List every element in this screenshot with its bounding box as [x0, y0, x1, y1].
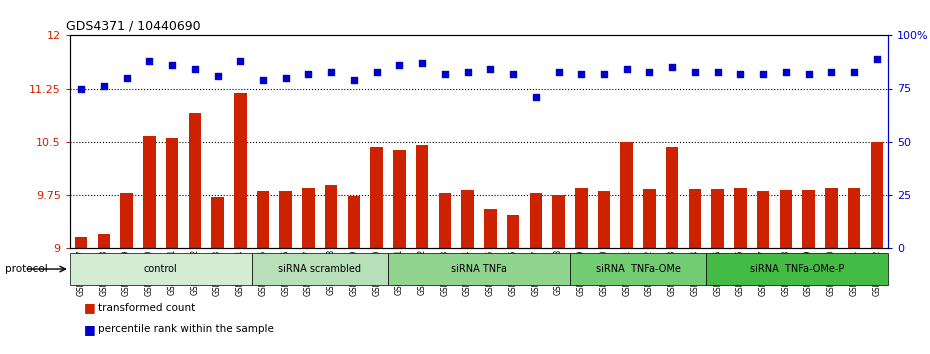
Bar — [620, 142, 633, 248]
Bar — [779, 190, 792, 248]
Point — [870, 56, 884, 62]
Point — [369, 69, 384, 74]
Text: ■: ■ — [84, 302, 96, 314]
Bar — [393, 150, 405, 248]
Bar — [279, 191, 292, 248]
Bar — [388, 253, 570, 285]
Text: GDS4371 / 10440690: GDS4371 / 10440690 — [66, 20, 200, 33]
Point — [142, 58, 157, 64]
Point — [460, 69, 475, 74]
Bar — [644, 189, 656, 248]
Bar — [234, 93, 246, 248]
Bar — [598, 191, 610, 248]
Bar — [439, 193, 451, 248]
Point — [232, 58, 247, 64]
Point — [801, 71, 816, 76]
Bar — [120, 193, 133, 248]
Point — [165, 62, 179, 68]
Point — [437, 71, 452, 76]
Text: siRNA TNFa: siRNA TNFa — [451, 264, 507, 274]
Point — [210, 73, 225, 79]
Bar — [803, 190, 815, 248]
Point — [756, 71, 771, 76]
Bar — [257, 191, 269, 248]
Point — [97, 84, 112, 89]
Point — [256, 77, 271, 83]
Point — [301, 71, 316, 76]
Point — [711, 69, 725, 74]
Bar — [825, 188, 838, 248]
Point — [187, 67, 202, 72]
Text: siRNA  TNFa-OMe-P: siRNA TNFa-OMe-P — [750, 264, 844, 274]
Point — [665, 64, 680, 70]
Bar — [211, 197, 224, 248]
Point — [528, 94, 543, 100]
Bar — [70, 253, 252, 285]
Point — [347, 77, 362, 83]
Bar — [143, 136, 155, 248]
Point — [619, 67, 634, 72]
Text: control: control — [144, 264, 178, 274]
Bar — [734, 188, 747, 248]
Point — [506, 71, 521, 76]
Point — [392, 62, 406, 68]
Bar — [484, 209, 497, 248]
Bar — [370, 147, 383, 248]
Bar — [848, 188, 860, 248]
Bar — [570, 253, 706, 285]
Bar — [166, 138, 179, 248]
Bar — [711, 189, 724, 248]
Bar — [325, 185, 338, 248]
Text: siRNA scrambled: siRNA scrambled — [278, 264, 362, 274]
Text: transformed count: transformed count — [98, 303, 195, 313]
Bar — [575, 188, 588, 248]
Point — [642, 69, 657, 74]
Point — [415, 60, 430, 66]
Point — [846, 69, 861, 74]
Point — [324, 69, 339, 74]
Bar — [552, 195, 565, 248]
Text: protocol: protocol — [5, 264, 47, 274]
Point — [278, 75, 293, 81]
Bar — [74, 237, 87, 248]
Bar — [870, 142, 883, 248]
Bar — [529, 193, 542, 248]
Bar — [706, 253, 888, 285]
Bar — [189, 113, 201, 248]
Bar — [348, 196, 360, 248]
Point — [733, 71, 748, 76]
Point — [824, 69, 839, 74]
Bar — [666, 147, 678, 248]
Text: percentile rank within the sample: percentile rank within the sample — [98, 324, 273, 334]
Bar — [302, 188, 314, 248]
Bar — [252, 253, 388, 285]
Point — [596, 71, 611, 76]
Point — [687, 69, 702, 74]
Bar — [757, 191, 769, 248]
Text: ■: ■ — [84, 323, 96, 336]
Bar — [416, 145, 429, 248]
Point — [119, 75, 134, 81]
Bar — [688, 189, 701, 248]
Bar — [461, 190, 473, 248]
Bar — [98, 234, 110, 248]
Point — [73, 86, 88, 91]
Point — [778, 69, 793, 74]
Text: siRNA  TNFa-OMe: siRNA TNFa-OMe — [595, 264, 681, 274]
Point — [574, 71, 589, 76]
Bar — [507, 215, 519, 248]
Point — [483, 67, 498, 72]
Point — [551, 69, 566, 74]
